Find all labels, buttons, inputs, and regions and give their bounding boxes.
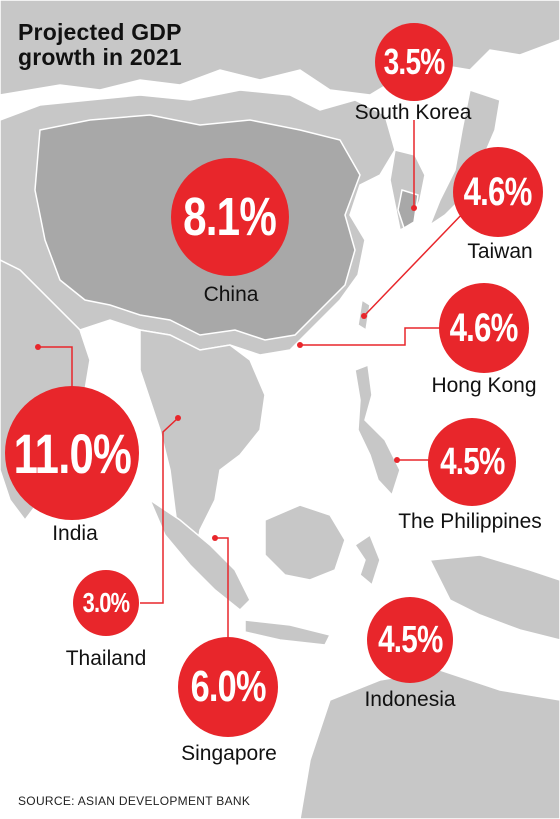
bubble-india: 11.0% bbox=[5, 386, 139, 520]
value-thailand: 3.0% bbox=[82, 587, 130, 618]
dot-india bbox=[35, 344, 41, 350]
land-java bbox=[244, 619, 332, 646]
bubble-philippines: 4.5% bbox=[428, 418, 516, 506]
dot-south-korea bbox=[411, 205, 417, 211]
dot-thailand bbox=[175, 415, 181, 421]
label-singapore: Singapore bbox=[181, 742, 277, 765]
leader-hong-kong bbox=[300, 327, 440, 346]
label-south-korea: South Korea bbox=[354, 101, 472, 124]
dot-taiwan bbox=[361, 313, 367, 319]
bubble-indonesia: 4.5% bbox=[367, 597, 453, 683]
bubble-china: 8.1% bbox=[171, 158, 289, 276]
title-line-1: Projected GDP bbox=[18, 19, 182, 45]
land-sumatra bbox=[148, 497, 251, 612]
land-new-guinea bbox=[428, 554, 560, 641]
value-south-korea: 3.5% bbox=[383, 41, 446, 82]
value-india: 11.0% bbox=[13, 421, 131, 485]
map-title: Projected GDP growth in 2021 bbox=[18, 20, 182, 70]
label-china: China bbox=[203, 283, 259, 306]
land-borneo bbox=[264, 504, 346, 581]
value-singapore: 6.0% bbox=[190, 662, 266, 711]
dot-hong-kong bbox=[297, 342, 303, 348]
value-taiwan: 4.6% bbox=[463, 169, 533, 214]
bubble-thailand: 3.0% bbox=[73, 570, 139, 636]
bubble-south-korea: 3.5% bbox=[375, 23, 453, 101]
label-philippines: The Philippines bbox=[398, 510, 542, 533]
bubble-singapore: 6.0% bbox=[178, 637, 278, 737]
leader-singapore bbox=[215, 537, 229, 640]
dot-singapore bbox=[212, 535, 218, 541]
source-note: SOURCE: ASIAN DEVELOPMENT BANK bbox=[18, 794, 251, 808]
dot-philippines bbox=[394, 457, 400, 463]
label-thailand: Thailand bbox=[65, 647, 147, 670]
value-hong-kong: 4.6% bbox=[449, 305, 519, 350]
land-se-asia bbox=[139, 329, 266, 562]
bubble-taiwan: 4.6% bbox=[453, 147, 543, 237]
value-philippines: 4.5% bbox=[439, 440, 505, 483]
label-india: India bbox=[52, 522, 98, 545]
land-japan bbox=[428, 89, 501, 227]
value-china: 8.1% bbox=[183, 187, 278, 247]
land-south-korea-featured bbox=[397, 189, 419, 230]
label-indonesia: Indonesia bbox=[364, 688, 456, 711]
leader-thailand bbox=[140, 417, 179, 604]
bubble-hong-kong: 4.6% bbox=[439, 283, 529, 373]
leader-taiwan bbox=[363, 209, 467, 317]
leader-india bbox=[38, 346, 73, 390]
label-taiwan: Taiwan bbox=[467, 240, 533, 263]
land-philippines bbox=[354, 363, 401, 497]
land-sulawesi bbox=[353, 533, 381, 587]
title-line-2: growth in 2021 bbox=[18, 44, 182, 70]
value-indonesia: 4.5% bbox=[377, 618, 443, 661]
label-hong-kong: Hong Kong bbox=[431, 374, 537, 397]
